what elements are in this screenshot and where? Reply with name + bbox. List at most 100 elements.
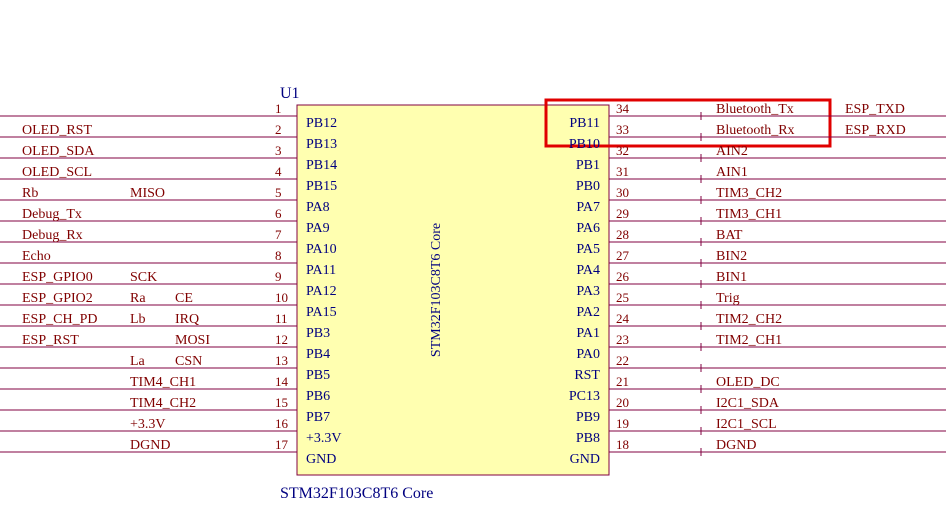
net-label: DGND (130, 438, 170, 453)
pin-name: PB11 (569, 116, 600, 131)
pin-name: PA7 (576, 200, 600, 215)
net-label: BIN1 (716, 270, 747, 285)
net-label: TIM4_CH2 (130, 396, 196, 411)
net-label: +3.3V (130, 417, 166, 432)
pin-name: PA6 (576, 221, 600, 236)
chip-body (297, 105, 609, 475)
net-label: Echo (22, 249, 51, 264)
pin-name: PB14 (306, 158, 337, 173)
pin-number: 7 (275, 227, 282, 242)
net-label: Lb (130, 312, 146, 327)
pin-number: 14 (275, 374, 289, 389)
net-label: Bluetooth_Rx (716, 123, 795, 138)
pin-name: PA4 (576, 263, 600, 278)
pin-name: PA5 (576, 242, 600, 257)
pin-number: 2 (275, 122, 282, 137)
pin-number: 29 (616, 206, 629, 221)
pin-name: +3.3V (306, 431, 342, 446)
pin-name: PB6 (306, 389, 330, 404)
pin-name: PA8 (306, 200, 330, 215)
pin-number: 12 (275, 332, 288, 347)
pin-number: 22 (616, 353, 629, 368)
net-label: AIN2 (716, 144, 748, 159)
pin-number: 21 (616, 374, 629, 389)
pin-name: PB13 (306, 137, 337, 152)
pin-name: PB12 (306, 116, 337, 131)
net-label: SCK (130, 270, 157, 285)
pin-name: PA1 (576, 326, 600, 341)
net-label-extra: ESP_TXD (845, 102, 905, 117)
net-label: MISO (130, 186, 165, 201)
pin-number: 17 (275, 437, 289, 452)
pin-number: 20 (616, 395, 629, 410)
pin-number: 15 (275, 395, 288, 410)
pin-name: PA9 (306, 221, 330, 236)
pin-name: PA3 (576, 284, 600, 299)
pin-name: GND (570, 452, 600, 467)
net-label: Debug_Rx (22, 228, 83, 243)
pin-number: 6 (275, 206, 282, 221)
pin-name: PB0 (576, 179, 600, 194)
net-label: ESP_RST (22, 333, 79, 348)
pin-number: 11 (275, 311, 288, 326)
pin-number: 13 (275, 353, 288, 368)
pin-number: 27 (616, 248, 630, 263)
net-label: Ra (130, 291, 146, 306)
pin-name: PA15 (306, 305, 337, 320)
pin-number: 5 (275, 185, 282, 200)
refdes: U1 (280, 85, 300, 102)
net-label-extra: ESP_RXD (845, 123, 906, 138)
net-label: OLED_DC (716, 375, 780, 390)
pin-name: PB10 (569, 137, 600, 152)
pin-number: 1 (275, 101, 282, 116)
pin-name: GND (306, 452, 336, 467)
net-label: MOSI (175, 333, 210, 348)
net-label: TIM2_CH1 (716, 333, 782, 348)
pin-number: 34 (616, 101, 630, 116)
pin-name: PB3 (306, 326, 330, 341)
net-label: ESP_GPIO0 (22, 270, 93, 285)
net-label: CE (175, 291, 193, 306)
pin-name: PA11 (306, 263, 336, 278)
chip-center-label: STM32F103C8T6 Core (429, 223, 444, 357)
net-label: OLED_SDA (22, 144, 95, 159)
pin-name: PB5 (306, 368, 330, 383)
net-label: BIN2 (716, 249, 747, 264)
net-label: ESP_GPIO2 (22, 291, 93, 306)
net-label: Rb (22, 186, 38, 201)
net-label: ESP_CH_PD (22, 312, 97, 327)
pin-number: 28 (616, 227, 629, 242)
pin-number: 4 (275, 164, 282, 179)
pin-name: PC13 (569, 389, 600, 404)
net-label: TIM3_CH2 (716, 186, 782, 201)
net-label: DGND (716, 438, 756, 453)
net-label: I2C1_SCL (716, 417, 777, 432)
pin-name: PB9 (576, 410, 600, 425)
pin-number: 24 (616, 311, 630, 326)
pin-number: 23 (616, 332, 629, 347)
net-label: Bluetooth_Tx (716, 102, 794, 117)
pin-number: 26 (616, 269, 630, 284)
pin-number: 16 (275, 416, 289, 431)
pin-number: 25 (616, 290, 629, 305)
net-label: Trig (716, 291, 740, 306)
pin-name: PB15 (306, 179, 337, 194)
net-label: TIM4_CH1 (130, 375, 196, 390)
net-label: TIM3_CH1 (716, 207, 782, 222)
pin-name: RST (574, 368, 600, 383)
net-label: Debug_Tx (22, 207, 82, 222)
net-label: CSN (175, 354, 202, 369)
pin-name: PA2 (576, 305, 600, 320)
pin-name: PB7 (306, 410, 330, 425)
pin-name: PB4 (306, 347, 330, 362)
net-label: OLED_SCL (22, 165, 92, 180)
pin-number: 9 (275, 269, 282, 284)
pin-number: 8 (275, 248, 282, 263)
net-label: TIM2_CH2 (716, 312, 782, 327)
component-type: STM32F103C8T6 Core (280, 485, 433, 502)
pin-number: 31 (616, 164, 629, 179)
pin-name: PB8 (576, 431, 600, 446)
pin-number: 32 (616, 143, 629, 158)
net-label: IRQ (175, 312, 199, 327)
pin-number: 3 (275, 143, 282, 158)
